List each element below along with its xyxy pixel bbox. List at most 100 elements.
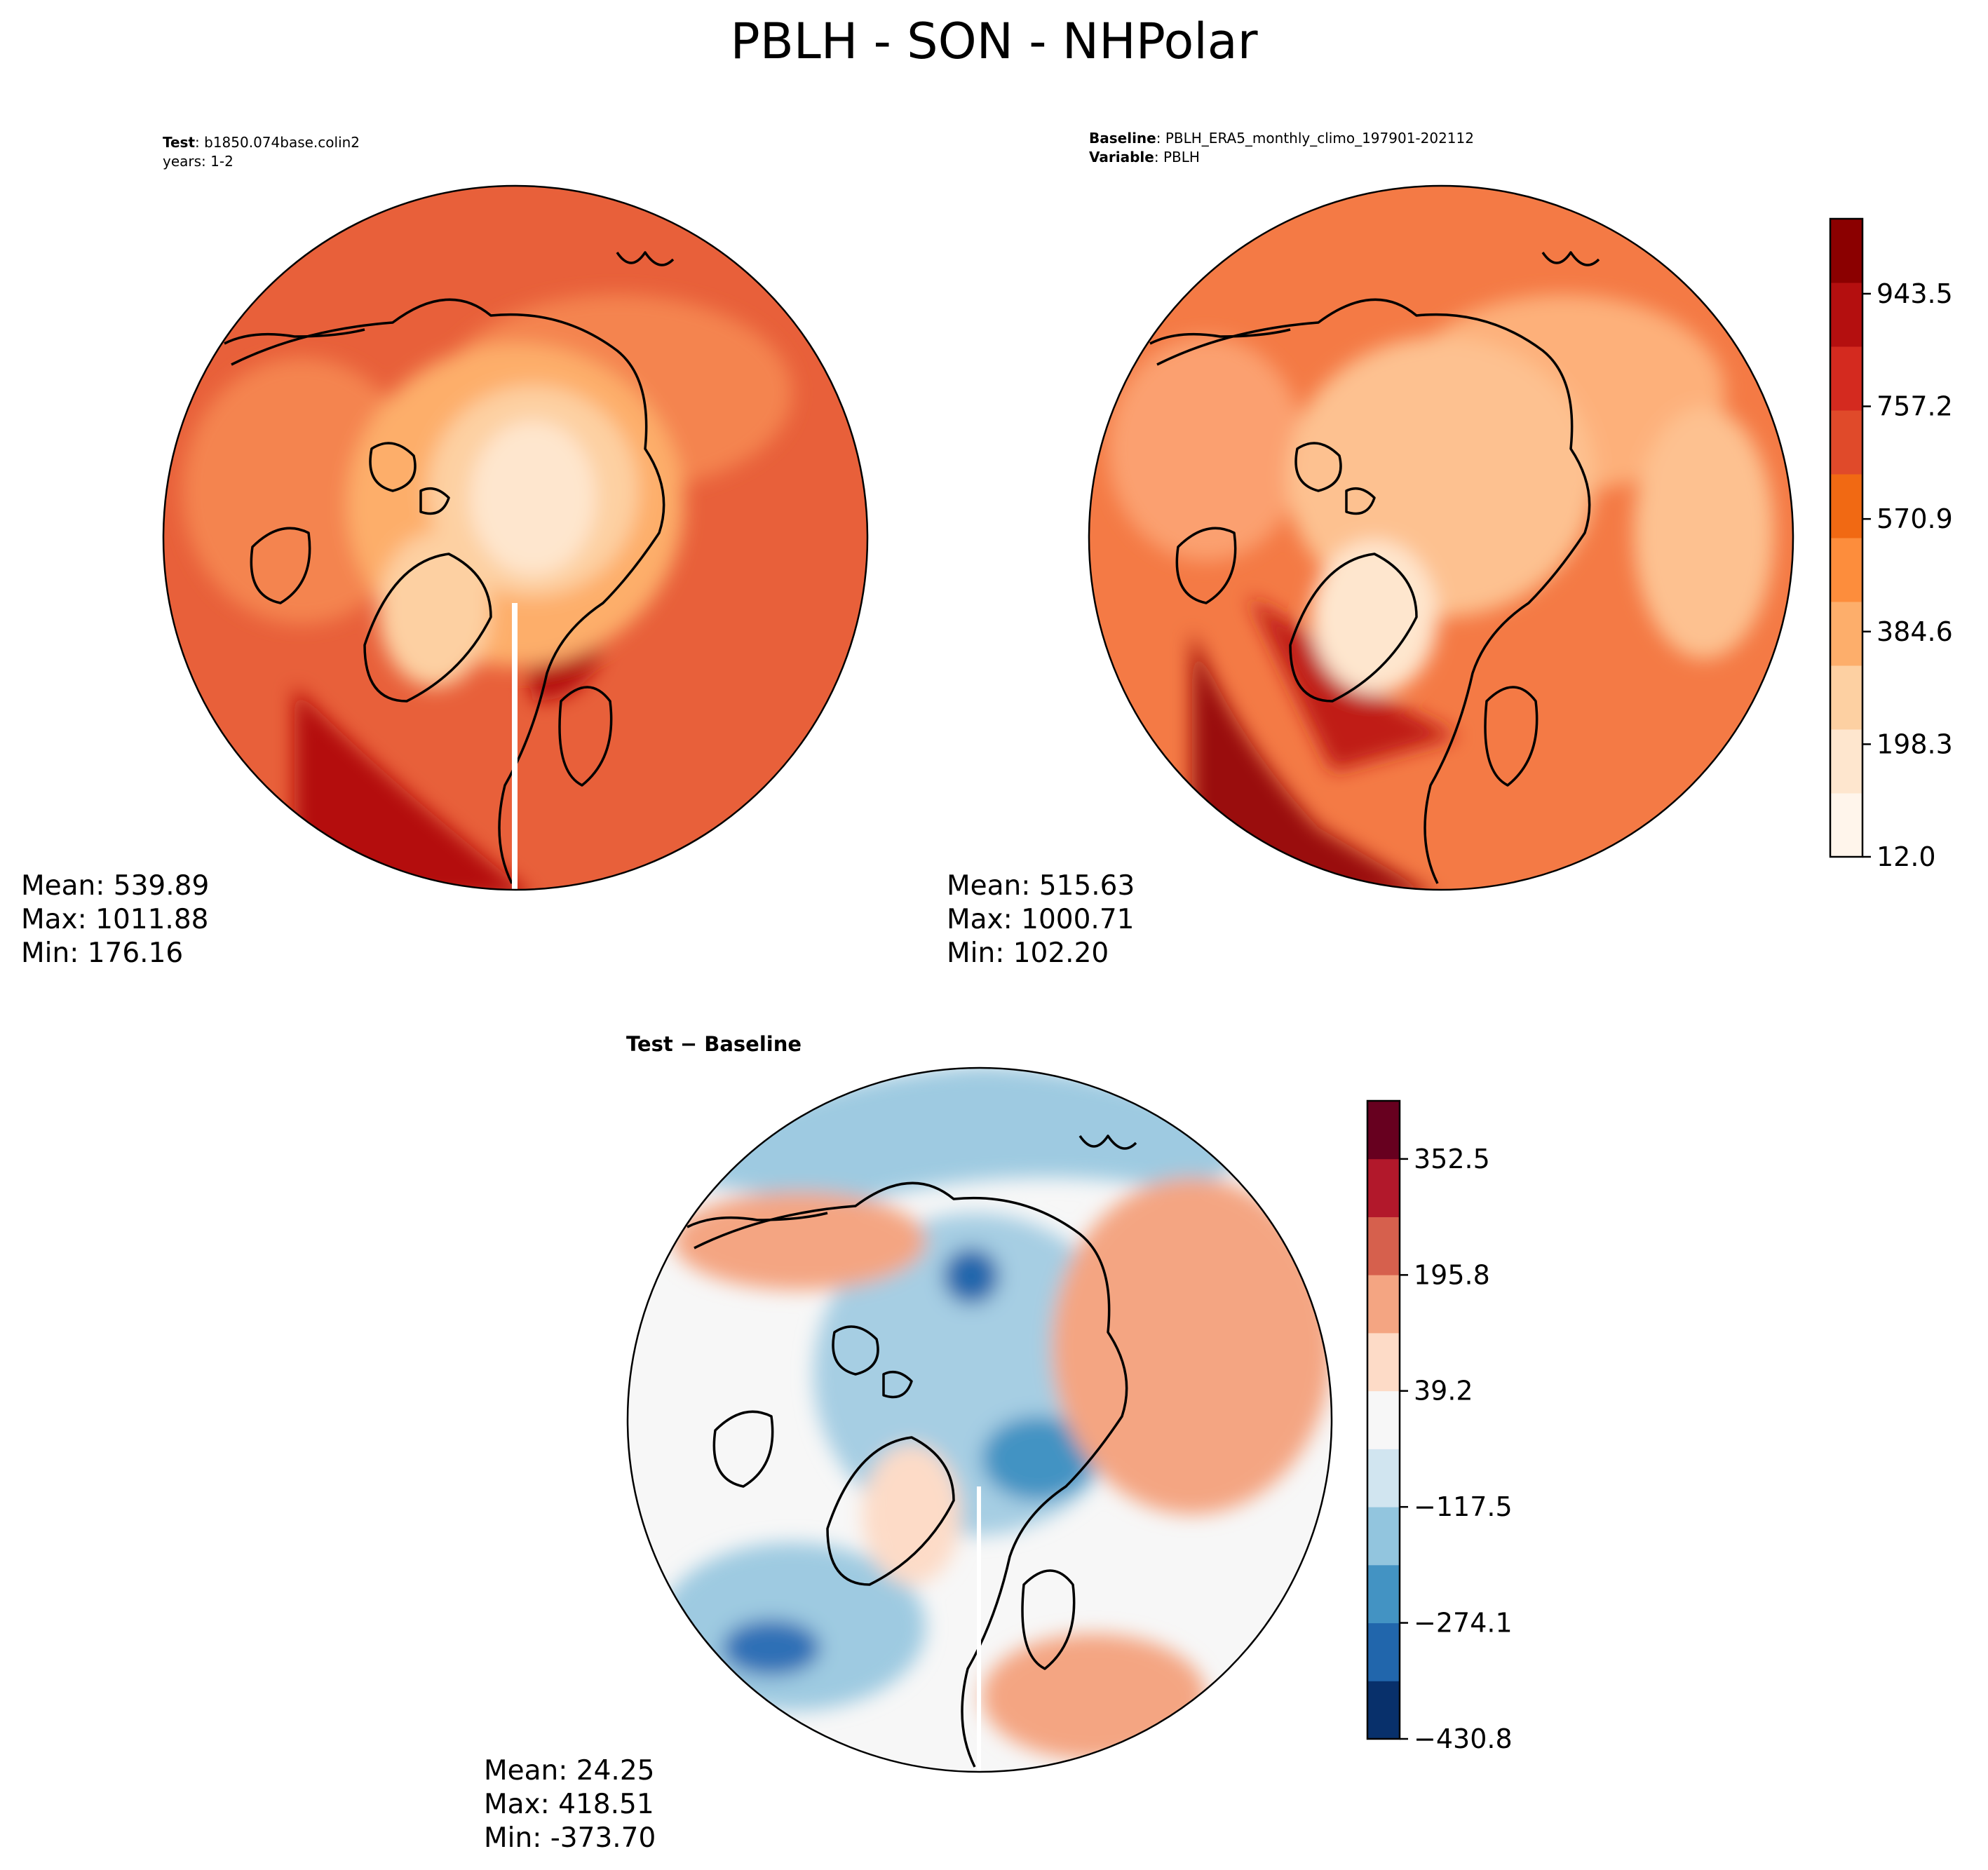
diff-colorbar-tick-label: 352.5 — [1414, 1144, 1490, 1174]
test-coast-hudson — [250, 527, 311, 604]
abs-colorbar-segment — [1830, 729, 1862, 794]
test-coast-alaska — [224, 328, 365, 345]
abs-colorbar: 12.0 198.3 384.6 570.9 757.2 943.5 — [1829, 217, 1953, 872]
test-coast-scandinavia — [558, 686, 613, 787]
test-header: Test: b1850.074base.colin2 years: 1-2 — [163, 134, 360, 170]
diff-colorbar-tick-label: −117.5 — [1414, 1491, 1513, 1522]
diff-region-eurasia-red — [1052, 1178, 1332, 1515]
abs-colorbar-segment — [1830, 665, 1862, 730]
test-min: Min: 176.16 — [21, 937, 184, 969]
baseline-coastlines — [1149, 251, 1600, 884]
abs-colorbar-segment — [1830, 283, 1862, 347]
baseline-region-east — [1634, 407, 1774, 659]
diff-colorbar-tick-label: 195.8 — [1414, 1259, 1490, 1290]
diff-map — [628, 1068, 1332, 1772]
diff-coastlines — [687, 1134, 1137, 1768]
diff-max: Max: 418.51 — [484, 1789, 654, 1820]
diff-coast-islands — [832, 1325, 913, 1399]
diff-region-atlantic-deep — [722, 1620, 820, 1676]
diff-colorbar: −430.8 −274.1 −117.5 39.2 195.8 352.5 — [1366, 1099, 1513, 1754]
baseline-band-atlantic — [1192, 631, 1438, 890]
diff-map-border — [626, 1066, 1333, 1773]
test-stats: Mean: 539.89 Max: 1011.88 Min: 176.16 — [21, 869, 209, 970]
diff-colorbar-segment — [1367, 1564, 1400, 1624]
abs-colorbar-tick-label: 570.9 — [1877, 503, 1953, 534]
test-coastlines — [224, 251, 675, 884]
diff-region-europe-red — [982, 1634, 1206, 1760]
baseline-variable-key: Variable — [1089, 149, 1154, 165]
diff-region-pole-deep — [982, 1416, 1094, 1500]
diff-region-greenland-red — [863, 1444, 961, 1585]
abs-colorbar-tick-label: 198.3 — [1877, 729, 1953, 759]
baseline-coast-alaska — [1149, 328, 1291, 345]
diff-coast-hudson — [712, 1410, 774, 1488]
test-region-greenland — [379, 533, 491, 687]
baseline-variable-value: PBLH — [1163, 149, 1200, 165]
diff-colorbar-segment — [1367, 1158, 1400, 1217]
abs-colorbar-tick-label: 757.2 — [1877, 391, 1953, 422]
baseline-header-key: Baseline — [1089, 130, 1156, 147]
abs-colorbar-segment — [1830, 410, 1862, 475]
figure-title: PBLH - SON - NHPolar — [730, 13, 1258, 70]
diff-mean: Mean: 24.25 — [484, 1755, 655, 1787]
abs-colorbar-segment — [1830, 474, 1862, 538]
abs-colorbar-tick-label: 12.0 — [1877, 841, 1936, 872]
diff-header: Test − Baseline — [626, 1032, 802, 1056]
diff-coast-alaska — [687, 1212, 828, 1228]
diff-coast-eurasia — [694, 1181, 1128, 1768]
diff-colorbar-tick-label: 39.2 — [1414, 1376, 1473, 1407]
baseline-coast-eurasia — [1156, 298, 1591, 884]
abs-colorbar-segment — [1830, 793, 1862, 858]
diff-seam — [977, 1486, 981, 1772]
abs-colorbar-segment — [1830, 346, 1862, 411]
diff-colorbar-segment — [1367, 1275, 1400, 1334]
diff-colorbar-segment — [1367, 1101, 1400, 1160]
test-map-border — [162, 184, 869, 891]
diff-colorbar-segment — [1367, 1332, 1400, 1392]
baseline-max: Max: 1000.71 — [947, 904, 1135, 935]
abs-colorbar-segment — [1830, 219, 1862, 283]
baseline-mean: Mean: 515.63 — [947, 870, 1135, 902]
diff-coast-kamchatka — [1078, 1134, 1137, 1150]
baseline-min: Min: 102.20 — [947, 937, 1109, 969]
diff-region-barents-deep — [943, 1248, 999, 1304]
diff-stats: Mean: 24.25 Max: 418.51 Min: -373.70 — [484, 1754, 656, 1855]
baseline-header: Baseline: PBLH_ERA5_monthly_climo_197901… — [1089, 130, 1474, 165]
test-coast-eurasia — [231, 298, 665, 884]
abs-colorbar-tick-label: 943.5 — [1877, 278, 1953, 309]
diff-colorbar-segment — [1367, 1622, 1400, 1681]
test-seam — [512, 603, 518, 890]
diff-colorbar-segment — [1367, 1681, 1400, 1740]
diff-colorbar-tick-label: −430.8 — [1414, 1723, 1513, 1754]
diff-coast-scandinavia — [1021, 1569, 1076, 1670]
baseline-coast-greenland — [1289, 553, 1418, 703]
baseline-stats: Mean: 515.63 Max: 1000.71 Min: 102.20 — [947, 869, 1135, 970]
diff-colorbar-tick-label: −274.1 — [1414, 1608, 1513, 1639]
diff-colorbar-segment — [1367, 1390, 1400, 1449]
baseline-region-north-america — [1108, 337, 1304, 561]
diff-colorbar-border — [1366, 1099, 1401, 1740]
test-map — [163, 186, 867, 890]
diff-region-siberia-red — [673, 1192, 926, 1290]
abs-colorbar-border — [1829, 217, 1864, 858]
baseline-header-value: PBLH_ERA5_monthly_climo_197901-202112 — [1165, 130, 1474, 147]
baseline-coast-kamchatka — [1541, 251, 1600, 266]
diff-min: Min: -373.70 — [484, 1822, 656, 1854]
abs-colorbar-segment — [1830, 602, 1862, 666]
test-mean: Mean: 539.89 — [21, 870, 210, 902]
baseline-coast-hudson — [1175, 527, 1237, 604]
test-max: Max: 1011.88 — [21, 904, 209, 935]
baseline-map-border — [1088, 184, 1794, 891]
test-coast-kamchatka — [616, 251, 675, 266]
test-coast-greenland — [363, 553, 492, 703]
test-header-value: b1850.074base.colin2 — [204, 134, 360, 151]
diff-colorbar-segment — [1367, 1507, 1400, 1566]
abs-colorbar-tick-label: 384.6 — [1877, 616, 1953, 647]
test-header-years: years: 1-2 — [163, 153, 234, 170]
abs-colorbar-segment — [1830, 538, 1862, 602]
test-band-atlantic — [295, 687, 533, 890]
diff-coast-greenland — [826, 1436, 955, 1586]
baseline-map — [1089, 186, 1793, 890]
test-region-pole-core — [470, 421, 596, 575]
